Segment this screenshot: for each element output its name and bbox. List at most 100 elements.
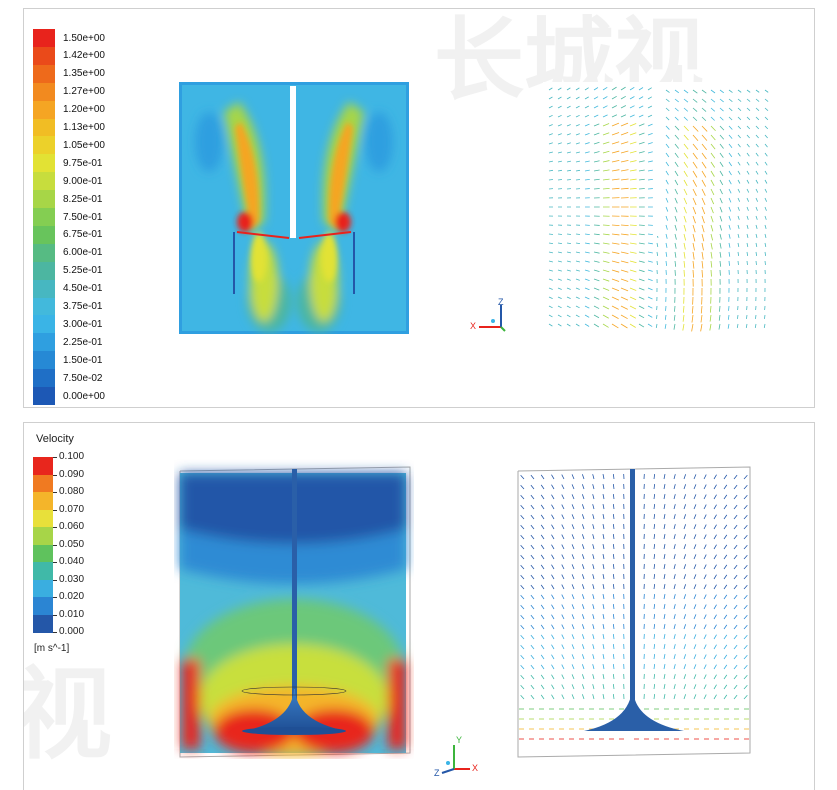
vector-arrow bbox=[572, 484, 574, 489]
vector-arrow bbox=[613, 494, 614, 499]
vector-arrow bbox=[724, 645, 727, 649]
vector-arrow bbox=[714, 495, 717, 499]
vector-arrow bbox=[684, 494, 686, 499]
vector-arrow bbox=[654, 644, 655, 649]
colorbar-tick-label: 0.070 bbox=[59, 504, 84, 515]
vector-arrow bbox=[724, 695, 727, 699]
vector-arrow bbox=[521, 475, 524, 479]
legend-entry: 1.27e+00 bbox=[33, 83, 105, 101]
vector-arrow bbox=[684, 634, 686, 639]
vector-arrow bbox=[744, 625, 747, 629]
vector-arrow bbox=[572, 674, 574, 679]
axis-label-z: Z bbox=[498, 297, 504, 307]
legend-swatch bbox=[33, 298, 55, 316]
colorbar-segment bbox=[33, 545, 53, 563]
vector-arrow bbox=[664, 664, 665, 669]
vector-arrow bbox=[551, 665, 554, 669]
legend-entry: 7.50e-01 bbox=[33, 208, 102, 226]
colorbar-tick-label: 0.090 bbox=[59, 469, 84, 480]
vector-arrow bbox=[674, 514, 675, 519]
vector-arrow bbox=[654, 524, 655, 529]
vector-arrow bbox=[694, 564, 696, 569]
vector-arrow bbox=[562, 475, 564, 479]
vector-arrow bbox=[744, 545, 747, 549]
vector-arrow bbox=[521, 595, 524, 599]
vector-arrow bbox=[674, 544, 675, 549]
vector-arrow bbox=[562, 565, 564, 569]
vector-arrow bbox=[531, 565, 534, 569]
legend-label: 4.50e-01 bbox=[63, 283, 102, 294]
vector-arrow bbox=[724, 675, 727, 679]
legend-entry: 1.50e+00 bbox=[33, 29, 105, 47]
vector-arrow bbox=[714, 605, 717, 609]
vector-arrow bbox=[603, 524, 604, 529]
vector-arrow bbox=[724, 485, 727, 489]
vector-arrow bbox=[704, 625, 706, 629]
vector-arrow bbox=[541, 585, 544, 589]
contour-panel-3d: 视 Velocity 0.1000.0900.0800.0700.0600.05… bbox=[23, 422, 815, 790]
vector-arrow bbox=[551, 695, 554, 699]
legend-label: 6.00e-01 bbox=[63, 247, 102, 258]
vector-arrow bbox=[654, 494, 655, 499]
vector-arrow bbox=[582, 534, 584, 539]
vector-arrow bbox=[603, 554, 604, 559]
vector-arrow bbox=[613, 504, 614, 509]
vector-arrow bbox=[744, 585, 747, 589]
vector-arrow bbox=[744, 635, 747, 639]
vector-arrow bbox=[593, 624, 594, 629]
watermark-left: 视 bbox=[23, 633, 112, 778]
vector-arrow bbox=[582, 494, 584, 499]
vector-arrow bbox=[744, 485, 747, 489]
vector-arrow bbox=[562, 495, 564, 499]
legend-swatch bbox=[33, 83, 55, 101]
legend-entry: 6.00e-01 bbox=[33, 244, 102, 262]
vector-arrow bbox=[674, 624, 675, 629]
vector-arrow bbox=[714, 615, 717, 619]
vector-arrow bbox=[744, 575, 747, 579]
vector-arrow bbox=[714, 575, 717, 579]
vector-arrow bbox=[674, 504, 675, 509]
vector-arrow bbox=[521, 625, 524, 629]
legend-label: 1.05e+00 bbox=[63, 140, 105, 151]
vector-arrow bbox=[521, 545, 524, 549]
vector-arrow bbox=[664, 524, 665, 529]
vector-arrow bbox=[593, 564, 594, 569]
vector-arrow bbox=[562, 535, 564, 539]
vector-arrow bbox=[654, 674, 655, 679]
vector-arrow bbox=[531, 645, 534, 649]
legend-entry: 4.50e-01 bbox=[33, 280, 102, 298]
vector-arrow bbox=[674, 694, 675, 699]
legend-label: 3.75e-01 bbox=[63, 301, 102, 312]
legend-swatch bbox=[33, 190, 55, 208]
colorbar-segment bbox=[33, 510, 53, 528]
legend-swatch bbox=[33, 208, 55, 226]
vector-arrow bbox=[664, 574, 665, 579]
vector-arrow bbox=[562, 585, 564, 589]
vector-arrow bbox=[521, 485, 524, 489]
vector-arrow bbox=[562, 645, 564, 649]
vector-arrow bbox=[724, 555, 727, 559]
vector-arrow bbox=[521, 505, 524, 509]
vector-arrow bbox=[521, 585, 524, 589]
legend-label: 1.35e+00 bbox=[63, 68, 105, 79]
vector-arrow bbox=[613, 474, 614, 479]
legend-swatch bbox=[33, 65, 55, 83]
vector-arrow bbox=[654, 564, 655, 569]
vector-arrow bbox=[582, 624, 584, 629]
vector-arrow bbox=[694, 524, 696, 529]
vector-arrow bbox=[572, 524, 574, 529]
vector-arrow bbox=[603, 604, 604, 609]
vector-arrow bbox=[764, 315, 765, 319]
vector-arrow bbox=[674, 664, 675, 669]
vector-arrow bbox=[704, 685, 706, 689]
vector-arrow bbox=[734, 695, 737, 699]
vector-arrow bbox=[654, 624, 655, 629]
vector-arrow bbox=[531, 615, 534, 619]
vector-arrow bbox=[549, 179, 553, 180]
vector-arrow bbox=[562, 605, 564, 609]
vector-arrow bbox=[531, 655, 534, 659]
vector-arrow bbox=[582, 484, 584, 489]
vector-arrow bbox=[744, 685, 747, 689]
